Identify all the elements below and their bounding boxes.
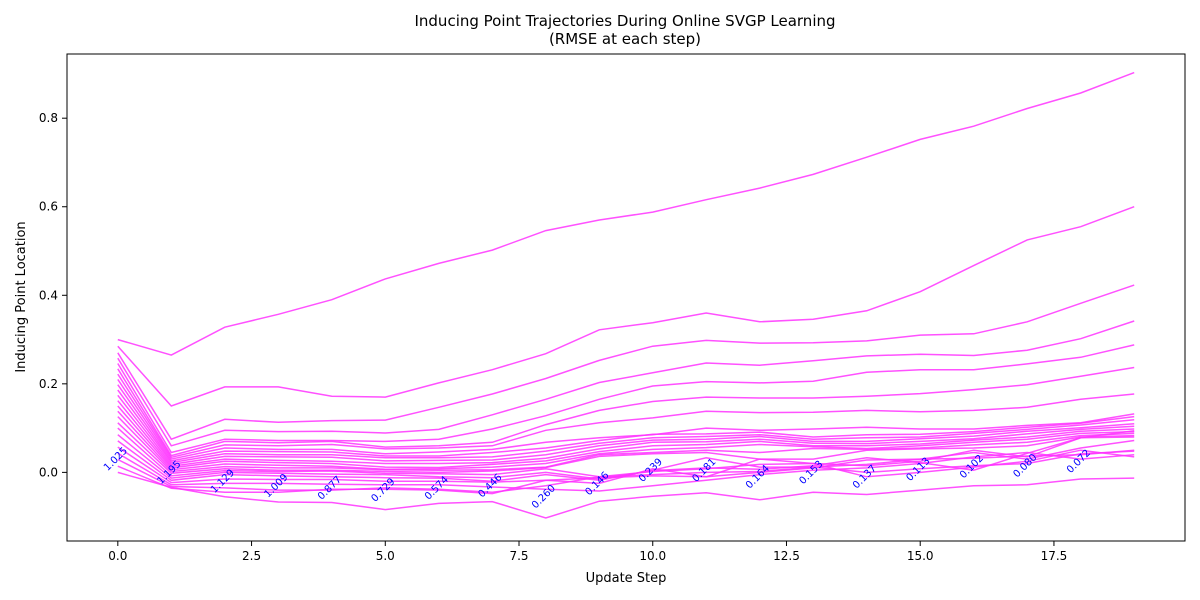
x-tick-label: 10.0	[639, 549, 666, 563]
trajectory-line-13	[117, 410, 1135, 471]
x-tick-label: 7.5	[509, 549, 528, 563]
x-axis: 0.0 2.5 5.0 7.5 10.0 12.5 15.0 17.5	[108, 541, 1067, 563]
trajectory-line-2	[117, 284, 1135, 441]
trajectory-line-6	[117, 373, 1135, 459]
trajectory-line-11	[117, 400, 1135, 467]
y-axis-label: Inducing Point Location	[14, 221, 29, 372]
chart-subtitle: (RMSE at each step)	[549, 30, 701, 48]
y-axis: 0.0 0.2 0.4 0.6 0.8	[39, 111, 67, 479]
trajectory-line-15	[117, 422, 1135, 475]
rmse-annotation-9: 0.146	[584, 470, 612, 498]
trajectory-line-9	[117, 389, 1135, 464]
trajectory-line-0	[117, 71, 1135, 356]
x-tick-label: 2.5	[242, 549, 261, 563]
x-tick-label: 5.0	[376, 549, 395, 563]
chart-title: Inducing Point Trajectories During Onlin…	[414, 12, 835, 30]
y-tick-label: 0.8	[39, 111, 58, 125]
x-tick-label: 0.0	[108, 549, 127, 563]
trajectory-line-4	[117, 344, 1135, 454]
trajectory-line-12	[117, 405, 1135, 469]
x-axis-label: Update Step	[586, 571, 667, 586]
trajectory-line-3	[117, 320, 1135, 447]
series-lines	[117, 71, 1135, 519]
y-tick-label: 0.6	[39, 200, 58, 214]
trajectory-line-8	[117, 384, 1135, 462]
trajectory-line-23	[117, 471, 1135, 519]
y-tick-label: 0.2	[39, 377, 58, 391]
trajectory-line-7	[117, 378, 1135, 460]
trajectory-line-21	[117, 450, 1135, 494]
trajectory-line-22	[117, 449, 1135, 495]
trajectory-line-14	[117, 416, 1135, 473]
x-tick-label: 15.0	[907, 549, 934, 563]
x-tick-label: 12.5	[773, 549, 800, 563]
rmse-annotation-4: 0.877	[316, 474, 344, 502]
x-tick-label: 17.5	[1041, 549, 1068, 563]
trajectory-line-10	[117, 394, 1135, 466]
trajectory-line-5	[117, 366, 1135, 457]
y-tick-label: 0.0	[39, 465, 58, 479]
plot-frame	[66, 53, 1186, 542]
trajectory-line-1	[117, 205, 1135, 407]
y-tick-label: 0.4	[39, 288, 58, 302]
